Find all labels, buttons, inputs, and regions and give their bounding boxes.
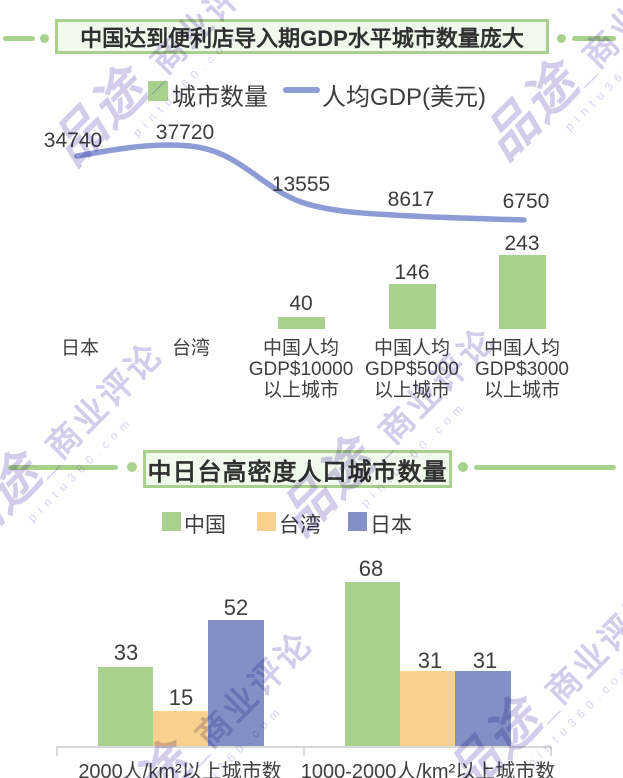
bar-value-label: 33: [113, 640, 139, 665]
x-axis-tick: [56, 746, 58, 756]
taiwan-bar: [153, 711, 208, 747]
line-point-label: 37720: [155, 121, 215, 144]
legend2-taiwan-label: 台湾: [279, 514, 321, 537]
china-bar: [345, 582, 400, 747]
bar-value-label: 146: [394, 261, 430, 284]
deco-line-left-1: [3, 36, 35, 41]
category-label: 中国人均 GDP$3000 以上城市: [474, 338, 570, 401]
bar-value-label: 40: [289, 292, 313, 315]
deco-line-left-2: [8, 465, 118, 470]
deco-dot-left-1: [40, 34, 49, 43]
category-label: 中国人均 GDP$5000 以上城市: [364, 338, 460, 401]
category-label: 2000人/km²以上城市数: [78, 761, 282, 778]
bar-value-label: 31: [417, 648, 443, 673]
category-label: 日本: [60, 338, 100, 359]
x-axis-tick: [303, 746, 305, 756]
bar-value-label: 243: [504, 232, 540, 255]
legend1-line-label: 人均GDP(美元): [322, 84, 486, 111]
deco-dot-left-2: [127, 462, 137, 472]
chart2-title: 中日台高密度人口城市数量: [143, 450, 452, 488]
deco-line-right-1: [572, 36, 616, 41]
legend2-china-label: 中国: [184, 514, 226, 537]
japan-bar: [455, 671, 511, 747]
x-axis-tick: [550, 746, 552, 756]
legend2-japan-label: 日本: [370, 514, 412, 537]
bar-value-label: 68: [358, 556, 384, 581]
watermark-brand: 品途: [40, 59, 159, 177]
category-label: 台湾: [171, 338, 211, 359]
deco-dot-right-2: [458, 462, 468, 472]
category-label: 1000-2000人/km²以上城市数: [300, 761, 556, 778]
line-point-label: 6750: [502, 190, 550, 213]
line-point-label: 8617: [387, 188, 435, 211]
legend2-china-swatch: [162, 512, 181, 531]
taiwan-bar: [400, 671, 455, 747]
chart1-title: 中国达到便利店导入期GDP水平城市数量庞大: [55, 19, 549, 54]
city-count-bar: [499, 255, 546, 329]
legend2-japan-swatch: [348, 512, 367, 531]
china-bar: [98, 667, 153, 747]
legend1-line-swatch: [283, 87, 320, 93]
city-count-bar: [278, 317, 325, 329]
category-label: 中国人均 GDP$10000 以上城市: [248, 338, 354, 401]
legend1-bar-label: 城市数量: [172, 84, 268, 111]
line-point-label: 13555: [271, 173, 331, 196]
legend2-taiwan-swatch: [257, 512, 276, 531]
bar-value-label: 52: [223, 595, 249, 620]
legend1-bar-swatch: [148, 81, 168, 101]
line-point-label: 34740: [43, 129, 103, 152]
japan-bar: [208, 620, 264, 747]
bar-value-label: 15: [168, 685, 194, 710]
city-count-bar: [389, 284, 436, 329]
bar-value-label: 31: [472, 648, 498, 673]
deco-dot-right-1: [557, 34, 566, 43]
deco-line-right-2: [474, 465, 616, 470]
